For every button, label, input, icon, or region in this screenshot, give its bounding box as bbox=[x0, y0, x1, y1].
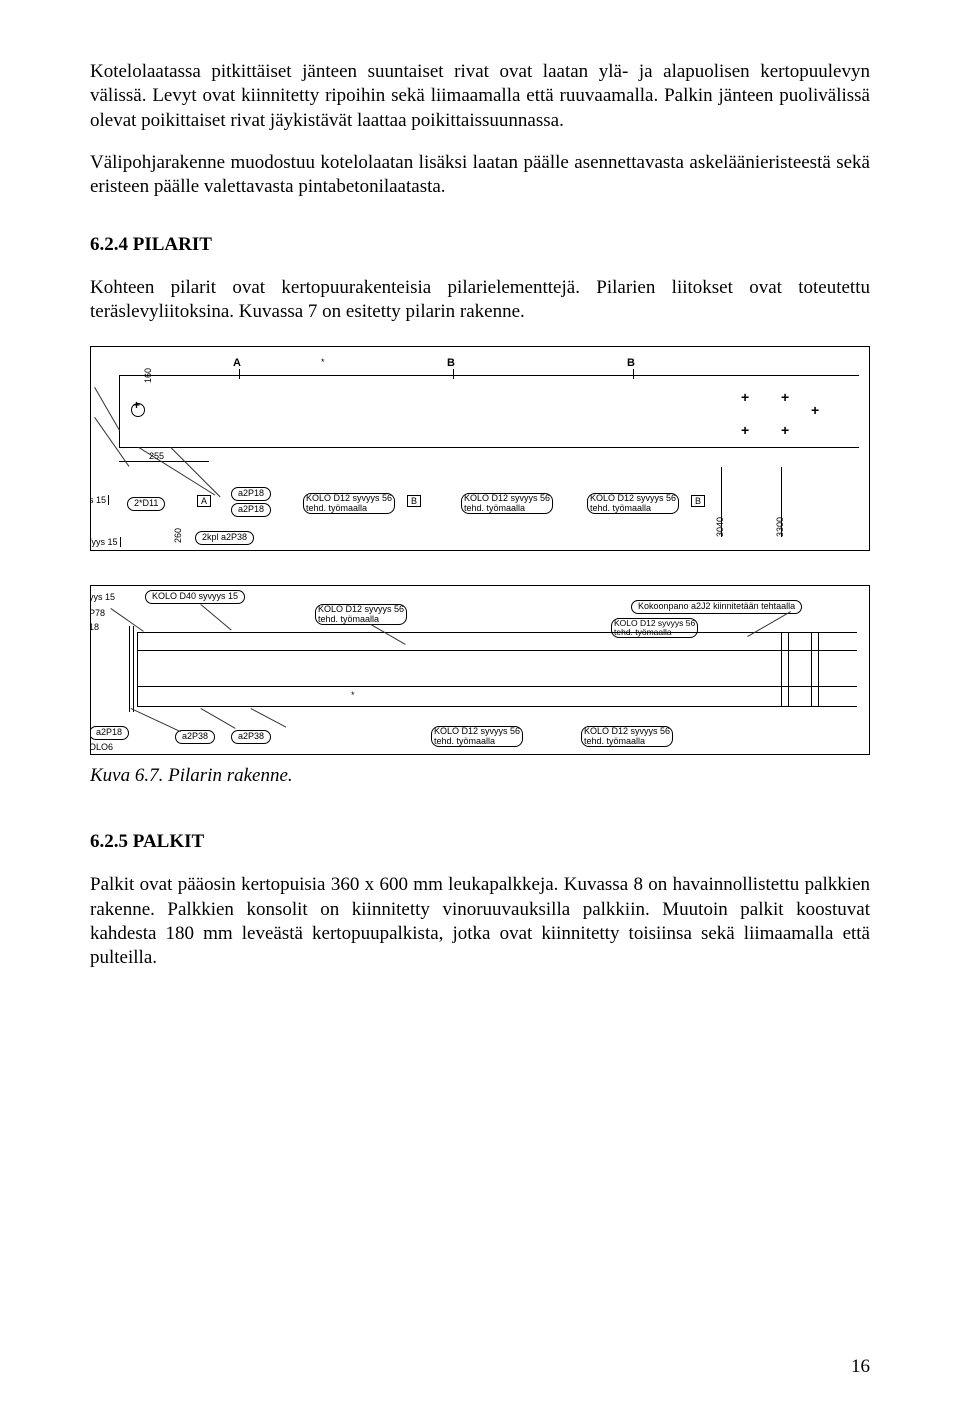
heading-625-palkit: 6.2.5 PALKIT bbox=[90, 831, 870, 853]
page-number: 16 bbox=[851, 1356, 870, 1378]
bubble-kolo-d40: KOLO D40 syvyys 15 bbox=[145, 590, 245, 603]
bubble-a2p38-2: a2P38 bbox=[231, 730, 271, 743]
dim-260: 260 bbox=[173, 528, 183, 543]
kolo-note-b-right: KOLO D12 syvyys 56 tehd. työmaalla bbox=[611, 618, 698, 638]
dim-3040: 3040 bbox=[715, 517, 725, 537]
dim-160: 160 bbox=[143, 368, 153, 383]
kolo-note-1: KOLO D12 syvyys 56 tehd. työmaalla bbox=[303, 493, 395, 514]
bubble-kokoonpano: Kokoonpano a2J2 kiinnitetään tehtaalla bbox=[631, 600, 802, 613]
kolo-note-3: KOLO D12 syvyys 56 tehd. työmaalla bbox=[587, 493, 679, 514]
kolo-note-b3: KOLO D12 syvyys 56 tehd. työmaalla bbox=[581, 726, 673, 747]
label-olo6: OLO6 bbox=[90, 742, 113, 752]
bubble-a2p18-2: a2P18 bbox=[231, 503, 271, 516]
kolo-note-2: KOLO D12 syvyys 56 tehd. työmaalla bbox=[461, 493, 553, 514]
small-section-b2: B bbox=[691, 495, 705, 507]
small-section-b1: B bbox=[407, 495, 421, 507]
paragraph-3: Kohteen pilarit ovat kertopuurakenteisia… bbox=[90, 276, 870, 325]
figure-bottom-panel: yys 15 P78 18 * KOLO D40 syvyys 15 KOLO … bbox=[90, 585, 870, 755]
section-mark-b2-top: B bbox=[627, 357, 635, 369]
kolo-note-b1: KOLO D12 syvyys 56 tehd. työmaalla bbox=[315, 604, 407, 625]
paragraph-4: Palkit ovat pääosin kertopuisia 360 x 60… bbox=[90, 873, 870, 970]
left-label-yyys15: /yys 15 bbox=[90, 537, 121, 547]
heading-624-pilarit: 6.2.4 PILARIT bbox=[90, 234, 870, 256]
left-label-yys15: yys 15 bbox=[90, 592, 115, 602]
bubble-a2p18-1: a2P18 bbox=[231, 487, 271, 500]
paragraph-2: Välipohjarakenne muodostuu kotelolaatan … bbox=[90, 151, 870, 200]
small-section-a: A bbox=[197, 495, 211, 507]
kolo-note-b2: KOLO D12 syvyys 56 tehd. työmaalla bbox=[431, 726, 523, 747]
bubble-a2p38-1: a2P38 bbox=[175, 730, 215, 743]
bubble-2d11: 2*D11 bbox=[127, 497, 165, 510]
figure-pilarin-rakenne: + + + + + + A B B * 160 255 A B bbox=[90, 346, 870, 755]
section-mark-a-top: A bbox=[233, 357, 241, 369]
left-label-18: 18 bbox=[90, 622, 99, 632]
dim-3300: 3300 bbox=[775, 517, 785, 537]
bubble-a2p18-bottom: a2P18 bbox=[90, 726, 129, 739]
bubble-2kpl-a2p38: 2kpl a2P38 bbox=[195, 531, 254, 544]
section-mark-b1-top: B bbox=[447, 357, 455, 369]
left-label-s15: s 15 bbox=[90, 495, 109, 505]
figure-top-panel: + + + + + + A B B * 160 255 A B bbox=[90, 346, 870, 551]
paragraph-1: Kotelolaatassa pitkittäiset jänteen suun… bbox=[90, 60, 870, 133]
left-label-p78: P78 bbox=[90, 608, 105, 618]
figure-caption: Kuva 6.7. Pilarin rakenne. bbox=[90, 765, 870, 787]
